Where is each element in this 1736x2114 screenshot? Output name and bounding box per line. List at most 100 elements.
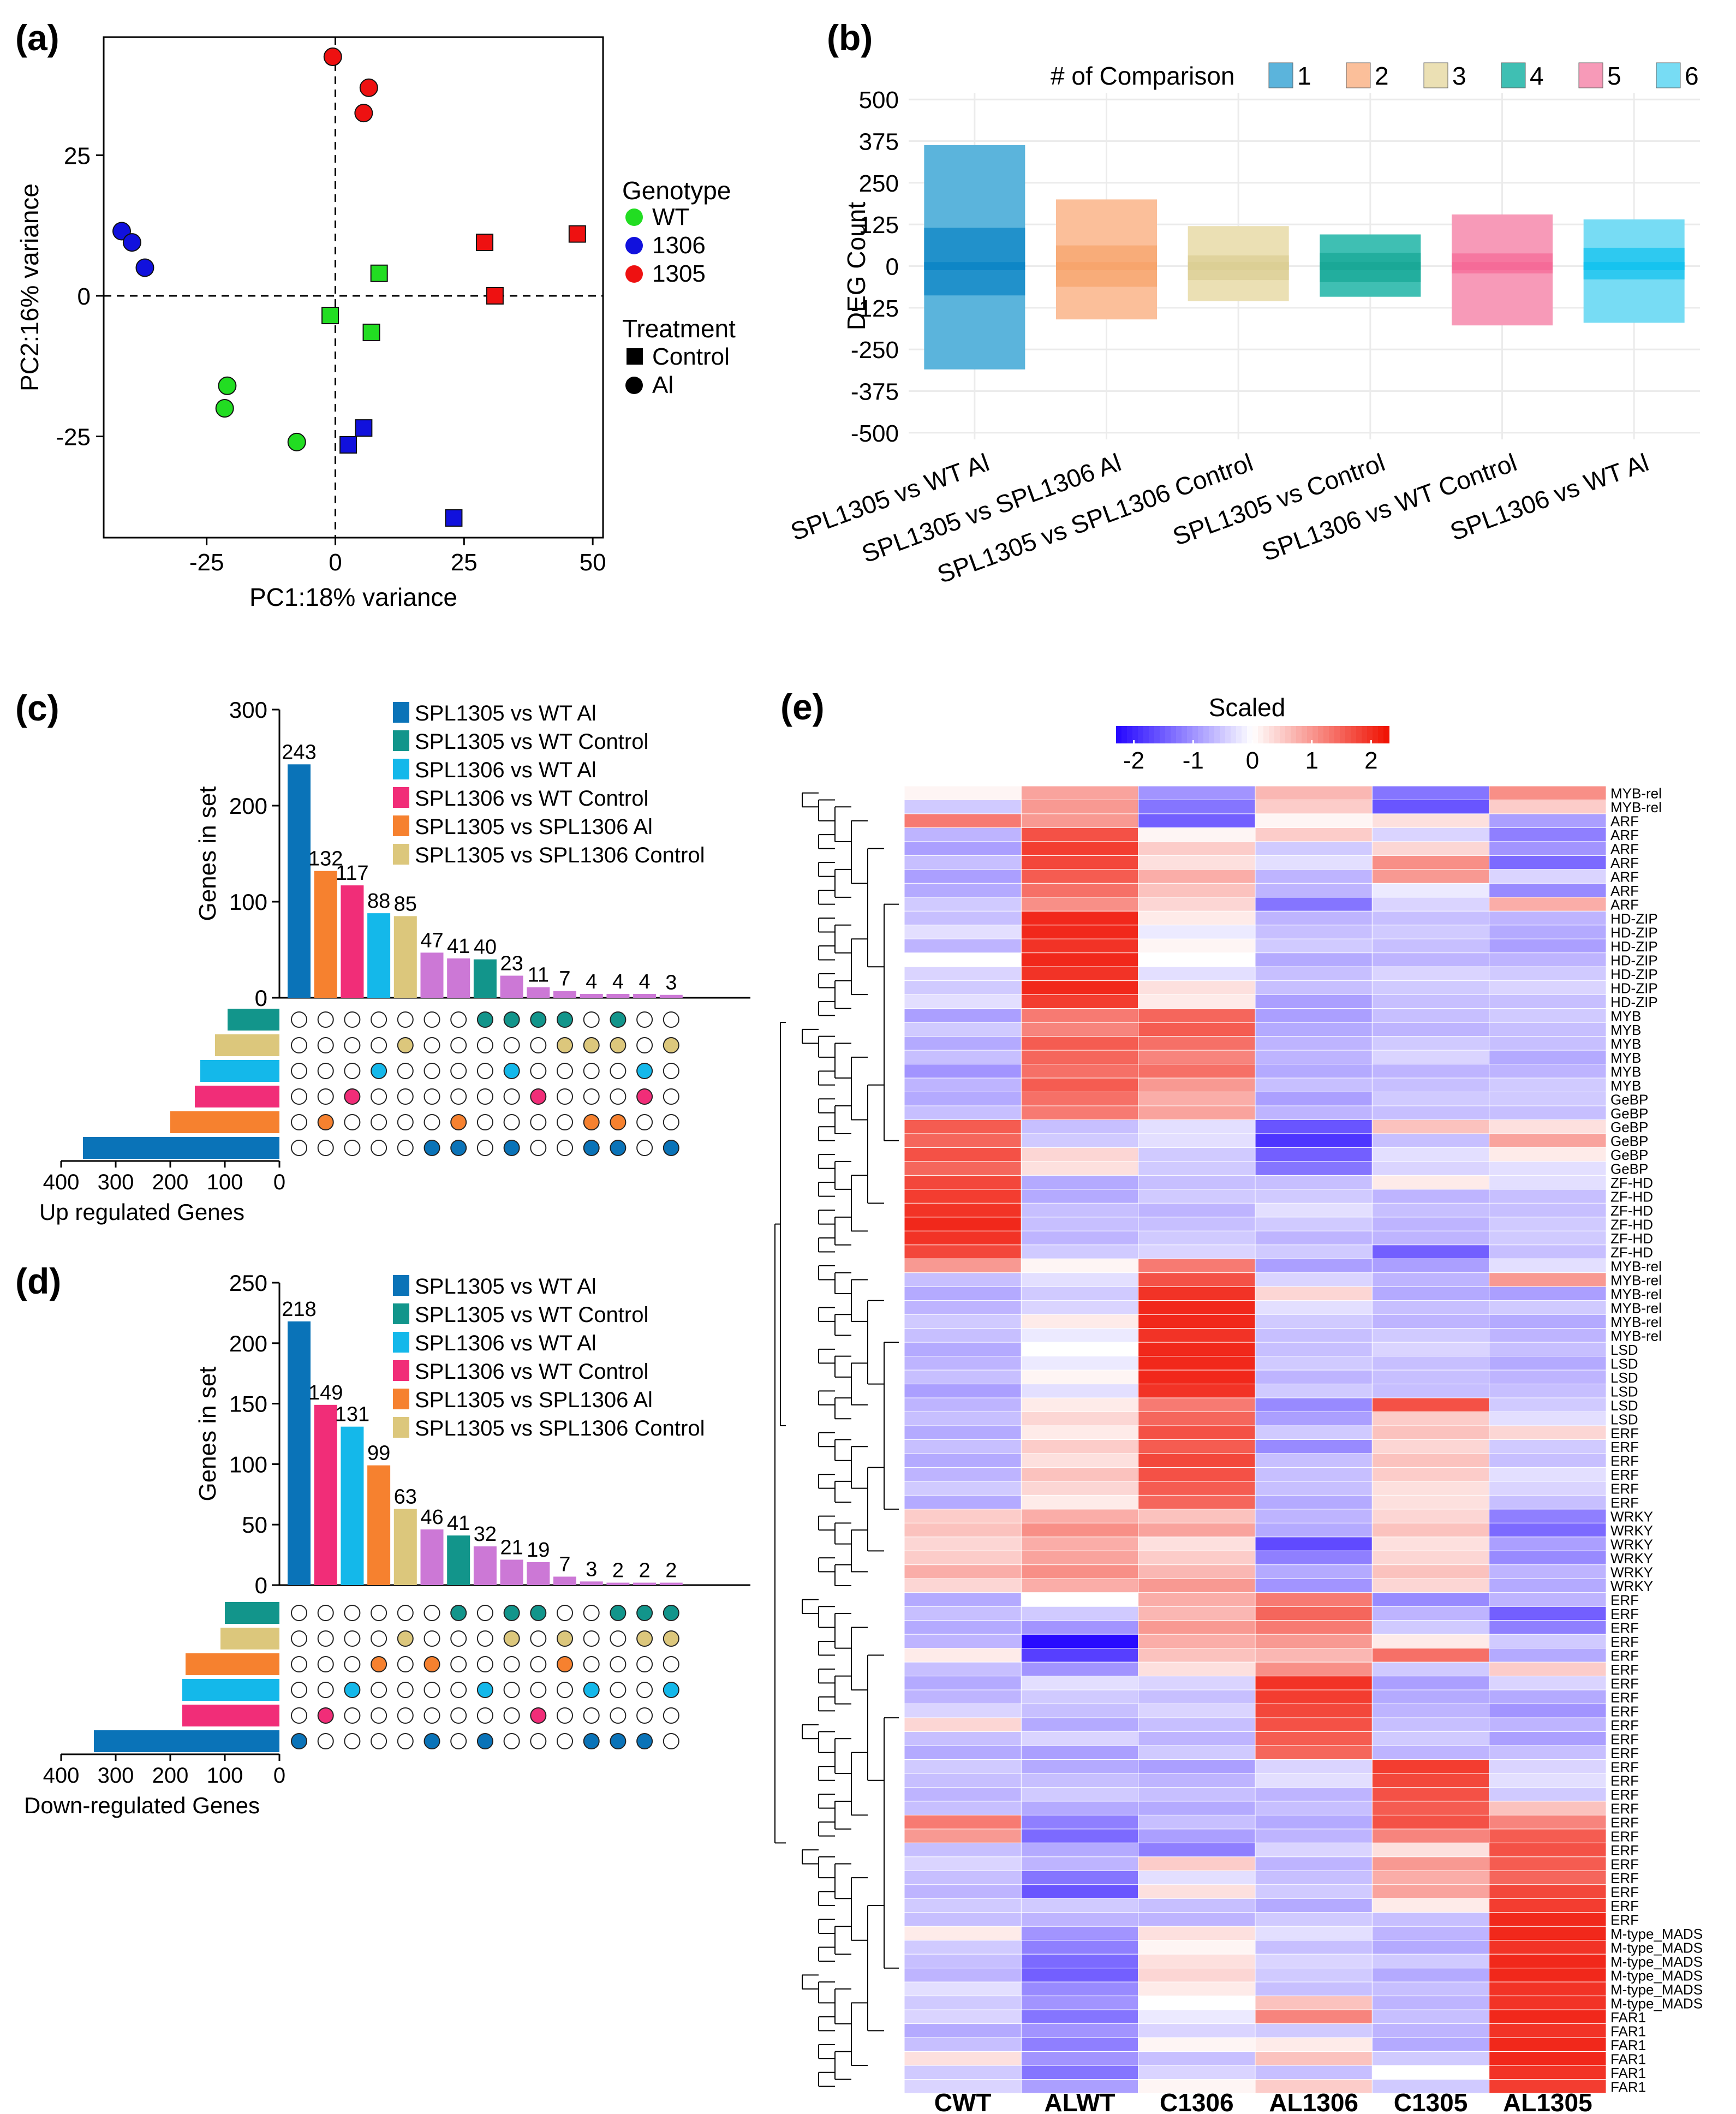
deg-median-band xyxy=(1452,262,1553,270)
matrix-dot xyxy=(583,1140,600,1156)
heatmap-cell xyxy=(1371,1689,1490,1705)
heatmap-cell xyxy=(1371,897,1490,912)
heatmap-cell xyxy=(1371,1884,1490,1899)
heatmap-cell xyxy=(1371,1314,1490,1329)
heatmap-cell xyxy=(1371,1369,1490,1385)
heatmap-cell xyxy=(904,1620,1022,1635)
heatmap-cell xyxy=(1489,1689,1607,1705)
heatmap-cell xyxy=(1255,1898,1373,1913)
colorbar-tick-label: 2 xyxy=(1364,747,1377,774)
heatmap-cell xyxy=(1371,925,1490,939)
y-tick-label: -125 xyxy=(851,295,899,322)
deg-median-band xyxy=(1320,262,1421,270)
heatmap-cell xyxy=(904,1787,1022,1802)
set-size-bar xyxy=(186,1653,279,1675)
matrix-dot xyxy=(450,1037,467,1053)
heatmap-cell xyxy=(904,1801,1022,1815)
colorbar-step xyxy=(1263,726,1269,743)
row-label: ARF xyxy=(1610,897,1639,913)
heatmap-cell xyxy=(1489,1369,1607,1385)
bar-value-label: 2 xyxy=(639,1559,651,1582)
matrix-dot xyxy=(317,1707,334,1724)
set-size-tick-label: 200 xyxy=(152,1764,189,1788)
row-label: ERF xyxy=(1610,1467,1639,1483)
y-axis-label: DEG Count xyxy=(842,202,870,330)
heatmap-cell xyxy=(1138,910,1256,926)
matrix-dot xyxy=(530,1733,547,1749)
heatmap-cell xyxy=(1138,1717,1256,1732)
x-axis-label: PC1:18% variance xyxy=(249,583,457,611)
heatmap-cell xyxy=(1371,1467,1490,1482)
matrix-dot xyxy=(423,1707,440,1724)
y-tick-label: 50 xyxy=(242,1512,267,1538)
heatmap-cell xyxy=(1489,841,1607,856)
matrix-dot xyxy=(344,1114,361,1130)
column-label: ALWT xyxy=(1044,2088,1115,2114)
colorbar-step xyxy=(1143,726,1149,743)
row-label: FAR1 xyxy=(1610,2009,1646,2026)
heatmap-cell xyxy=(1255,841,1373,856)
heatmap-cell xyxy=(904,1522,1022,1538)
heatmap-cell xyxy=(1255,1564,1373,1579)
bar-value-label: 3 xyxy=(665,972,677,995)
colorbar-step xyxy=(1214,726,1220,743)
heatmap-cell xyxy=(1371,1926,1490,1941)
colorbar-step xyxy=(1203,726,1209,743)
heatmap-cell xyxy=(1371,1077,1490,1093)
heatmap-cell xyxy=(1489,2009,1607,2024)
heatmap-cell xyxy=(1371,883,1490,898)
matrix-dot xyxy=(476,1733,493,1749)
heatmap-cell xyxy=(1371,855,1490,870)
legend-genotype-title: Genotype xyxy=(622,176,731,205)
colorbar-step xyxy=(1334,726,1340,743)
heatmap-cell xyxy=(1489,980,1607,995)
row-label: HD-ZIP xyxy=(1610,980,1658,996)
matrix-dot xyxy=(291,1630,307,1647)
heatmap-cell xyxy=(1489,1202,1607,1218)
colorbar-step xyxy=(1323,726,1329,743)
heatmap-cell xyxy=(904,1397,1022,1413)
heatmap-cell xyxy=(1489,2051,1607,2066)
matrix-dot xyxy=(636,1656,653,1672)
heatmap-cell xyxy=(1489,1968,1607,1982)
row-label: ERF xyxy=(1610,1453,1639,1469)
row-label: ARF xyxy=(1610,827,1639,843)
heatmap-cell xyxy=(904,1662,1022,1677)
row-label: ERF xyxy=(1610,1801,1639,1817)
row-label: ERF xyxy=(1610,1481,1639,1497)
heatmap-cell xyxy=(1138,1884,1256,1899)
bar-value-label: 4 xyxy=(612,970,624,993)
heatmap-cell xyxy=(1255,1092,1373,1106)
heatmap-cell xyxy=(1255,1940,1373,1955)
matrix-dot xyxy=(317,1682,334,1698)
matrix-dot xyxy=(583,1707,600,1724)
row-label: ZF-HD xyxy=(1610,1244,1653,1261)
heatmap-cell xyxy=(1021,1050,1139,1065)
heatmap-cell xyxy=(1138,1564,1256,1579)
set-size-tick-label: 200 xyxy=(152,1170,189,1194)
row-label: MYB xyxy=(1610,1008,1641,1024)
matrix-dot xyxy=(344,1063,361,1079)
matrix-dot xyxy=(476,1037,493,1053)
matrix-dot xyxy=(317,1656,334,1672)
row-label: FAR1 xyxy=(1610,2037,1646,2053)
heatmap-cell xyxy=(1021,1676,1139,1690)
matrix-dot xyxy=(371,1114,387,1130)
heatmap-cell xyxy=(1021,1230,1139,1246)
heatmap-cell xyxy=(1371,827,1490,842)
legend-swatch xyxy=(393,1360,409,1381)
heatmap-cell xyxy=(904,925,1022,939)
heatmap-cell xyxy=(1489,1286,1607,1301)
heatmap-cell xyxy=(1255,1397,1373,1413)
heatmap-cell xyxy=(904,1912,1022,1927)
matrix-dot xyxy=(503,1088,520,1105)
matrix-dot xyxy=(371,1630,387,1647)
heatmap-cell xyxy=(1371,1801,1490,1815)
heatmap-cell xyxy=(1371,1968,1490,1982)
heatmap-cell xyxy=(1255,1981,1373,1997)
bar-value-label: 243 xyxy=(282,741,316,764)
heatmap-cell xyxy=(1021,1133,1139,1148)
heatmap-cell xyxy=(1489,1870,1607,1885)
matrix-dot xyxy=(636,1140,653,1156)
heatmap-cell xyxy=(1255,1175,1373,1190)
